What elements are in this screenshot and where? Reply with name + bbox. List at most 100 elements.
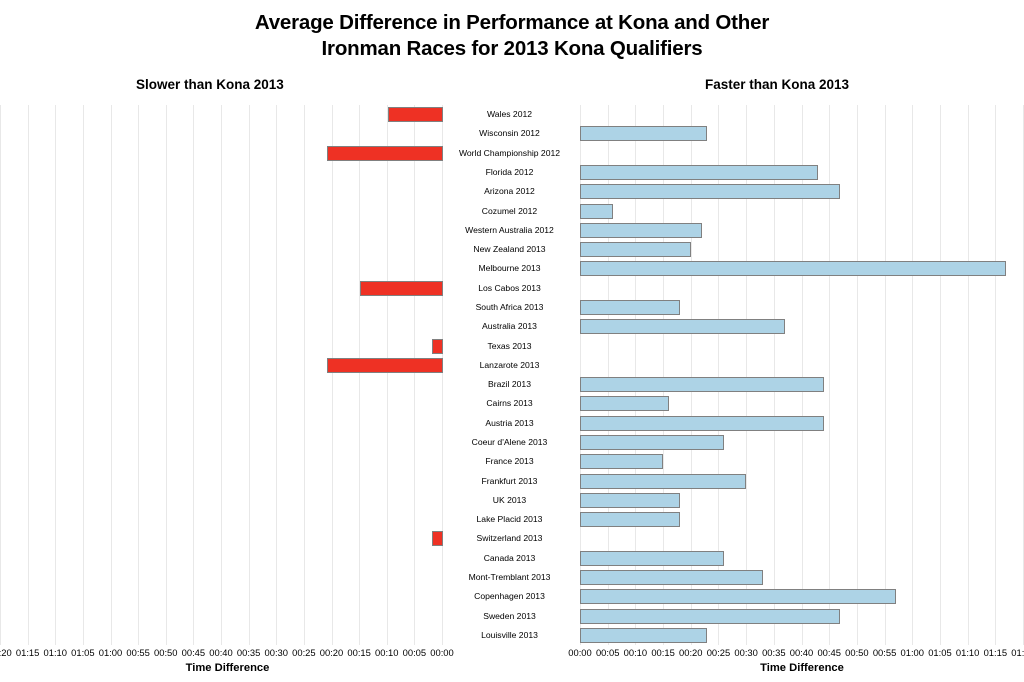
race-label: Brazil 2013 xyxy=(488,379,531,389)
bar-faster[interactable] xyxy=(580,416,824,431)
bar-slower[interactable] xyxy=(326,146,443,161)
axis-tick: 00:35 xyxy=(236,647,261,658)
axis-tick: 00:05 xyxy=(595,647,620,658)
left-bars xyxy=(0,105,443,645)
bar-faster[interactable] xyxy=(580,628,708,643)
gridline xyxy=(82,105,84,645)
race-label: Los Cabos 2013 xyxy=(478,283,541,293)
bar-faster[interactable] xyxy=(580,319,785,334)
bar-faster[interactable] xyxy=(580,223,702,238)
bar-slower[interactable] xyxy=(431,531,443,546)
axis-tick: 01:15 xyxy=(983,647,1008,658)
axis-tick: 00:50 xyxy=(845,647,869,658)
bar-faster[interactable] xyxy=(580,184,841,199)
table-row xyxy=(580,493,1024,508)
table-row xyxy=(580,512,1024,527)
gridline xyxy=(303,105,305,645)
race-label: Austria 2013 xyxy=(485,418,534,428)
table-row xyxy=(580,474,1024,489)
axis-tick: 01:15 xyxy=(15,647,40,658)
bar-slower[interactable] xyxy=(360,281,443,296)
gridline xyxy=(884,105,886,645)
race-label: France 2013 xyxy=(485,456,534,466)
axis-tick: 01:20 xyxy=(0,647,12,658)
bar-faster[interactable] xyxy=(580,551,724,566)
chart-title-line-1: Average Difference in Performance at Kon… xyxy=(254,11,770,34)
race-label: Frankfurt 2013 xyxy=(481,476,538,486)
bar-faster[interactable] xyxy=(580,493,680,508)
bar-faster[interactable] xyxy=(580,609,841,624)
bar-slower[interactable] xyxy=(387,107,443,122)
axis-tick: 01:10 xyxy=(955,647,980,658)
gridline xyxy=(248,105,250,645)
axis-tick: 00:10 xyxy=(375,647,399,658)
table-row xyxy=(580,184,1024,199)
axis-tick: 00:05 xyxy=(402,647,427,658)
axis-tick: 01:00 xyxy=(98,647,123,658)
table-row xyxy=(580,396,1024,411)
gridline xyxy=(331,105,333,645)
bar-faster[interactable] xyxy=(580,165,819,180)
axis-tick: 00:15 xyxy=(651,647,675,658)
table-row xyxy=(580,589,1024,604)
table-row xyxy=(580,300,1024,315)
gridline xyxy=(386,105,388,645)
race-label: Sweden 2013 xyxy=(483,611,536,621)
bar-faster[interactable] xyxy=(580,512,680,527)
chart-title: Average Difference in Performance at Kon… xyxy=(0,10,1024,62)
table-row xyxy=(0,358,443,373)
race-label: Coeur d'Alene 2013 xyxy=(471,437,548,447)
bar-faster[interactable] xyxy=(580,454,664,469)
bar-slower[interactable] xyxy=(326,358,443,373)
axis-tick: 00:35 xyxy=(762,647,786,658)
race-label: Canada 2013 xyxy=(483,553,536,563)
gridline xyxy=(193,105,195,645)
table-row xyxy=(580,570,1024,585)
bar-faster[interactable] xyxy=(580,396,669,411)
axis-tick: 00:30 xyxy=(734,647,758,658)
race-label: Arizona 2012 xyxy=(484,186,535,196)
gridline xyxy=(801,105,803,645)
table-row xyxy=(580,319,1024,334)
bar-faster[interactable] xyxy=(580,204,614,219)
axis-tick: 00:55 xyxy=(126,647,150,658)
race-label: Melbourne 2013 xyxy=(478,263,541,273)
bar-faster[interactable] xyxy=(580,261,1007,276)
table-row xyxy=(580,165,1024,180)
bar-faster[interactable] xyxy=(580,377,824,392)
race-label: Cairns 2013 xyxy=(486,398,533,408)
gridline xyxy=(165,105,167,645)
gridline xyxy=(663,105,665,645)
race-label: Texas 2013 xyxy=(487,341,532,351)
bar-faster[interactable] xyxy=(580,126,708,141)
bar-faster[interactable] xyxy=(580,589,896,604)
axis-tick: 00:40 xyxy=(789,647,814,658)
axis-tick: 00:10 xyxy=(623,647,648,658)
race-label: Switzerland 2013 xyxy=(476,533,543,543)
gridline xyxy=(746,105,748,645)
left-axis-title: Time Difference xyxy=(185,662,270,674)
gridline xyxy=(856,105,858,645)
gridline xyxy=(359,105,361,645)
axis-tick: 00:45 xyxy=(817,647,841,658)
gridline xyxy=(27,105,29,645)
chart-title-line-2: Ironman Races for 2013 Kona Qualifiers xyxy=(321,37,703,60)
gridline xyxy=(690,105,692,645)
bar-slower[interactable] xyxy=(431,339,443,354)
table-row xyxy=(0,281,443,296)
table-row xyxy=(580,628,1024,643)
bar-faster[interactable] xyxy=(580,570,763,585)
bar-faster[interactable] xyxy=(580,435,724,450)
right-bars xyxy=(580,105,1024,645)
gridline xyxy=(580,105,581,645)
bar-faster[interactable] xyxy=(580,474,747,489)
gridline xyxy=(276,105,278,645)
gridline xyxy=(718,105,720,645)
bar-faster[interactable] xyxy=(580,242,691,257)
race-label: Florida 2012 xyxy=(485,167,534,177)
gridline xyxy=(221,105,222,645)
bar-faster[interactable] xyxy=(580,300,680,315)
gridline xyxy=(967,105,969,645)
